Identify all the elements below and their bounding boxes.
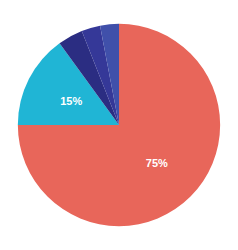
svg-text:15%: 15% — [60, 95, 82, 107]
svg-text:75%: 75% — [146, 157, 168, 169]
